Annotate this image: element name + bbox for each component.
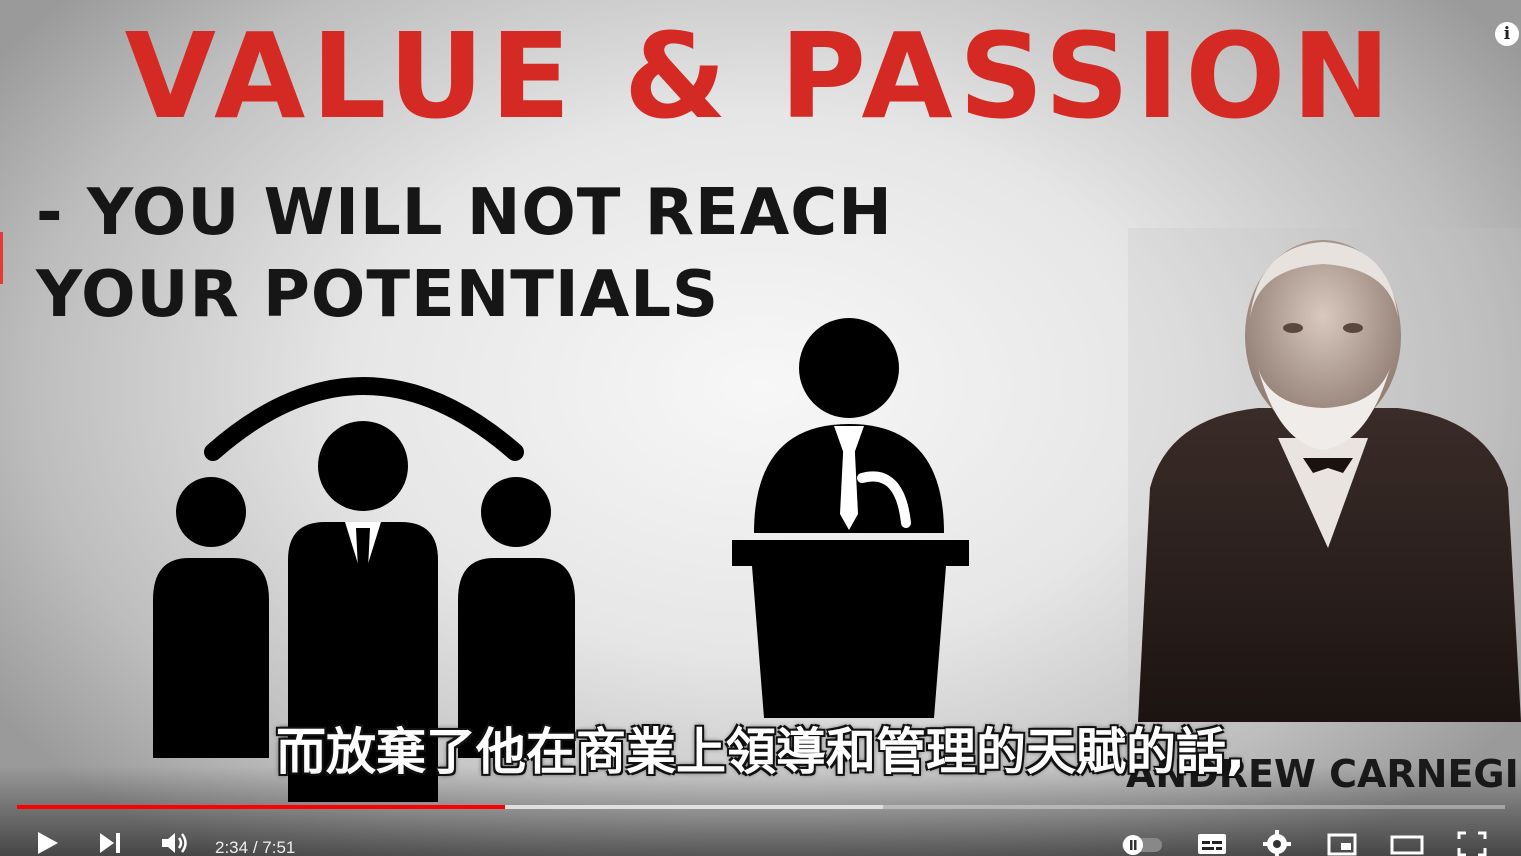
info-icon[interactable]: i [1495,22,1519,46]
progress-bar[interactable] [17,805,1505,809]
fullscreen-icon[interactable] [1454,828,1490,856]
subtitle-line-1: - YOU WILL NOT REACH [36,176,893,250]
current-time: 2:34 [215,838,249,856]
miniplayer-icon[interactable] [1324,828,1360,856]
andrew-carnegie-portrait [1128,228,1521,722]
settings-icon[interactable] [1259,828,1295,856]
time-display: 2:34 / 7:51 [215,838,295,856]
time-separator: / [248,838,263,856]
speaker-podium-icon [732,318,969,718]
team-group-icon [153,377,575,802]
duration: 7:51 [262,838,296,856]
autoplay-toggle-icon[interactable] [1118,828,1166,856]
subtitles-icon[interactable] [1194,828,1230,856]
video-title-text: VALUE & PASSION [124,7,1397,145]
theater-icon[interactable] [1389,828,1425,856]
play-icon[interactable] [30,828,66,856]
volume-icon[interactable] [156,828,192,856]
player-controls: 2:34 / 7:51 [0,822,1521,856]
subtitle-line-2: YOUR POTENTIALS [36,258,720,332]
progress-played [17,805,506,809]
chapter-marker [0,232,3,284]
next-icon[interactable] [92,828,128,856]
